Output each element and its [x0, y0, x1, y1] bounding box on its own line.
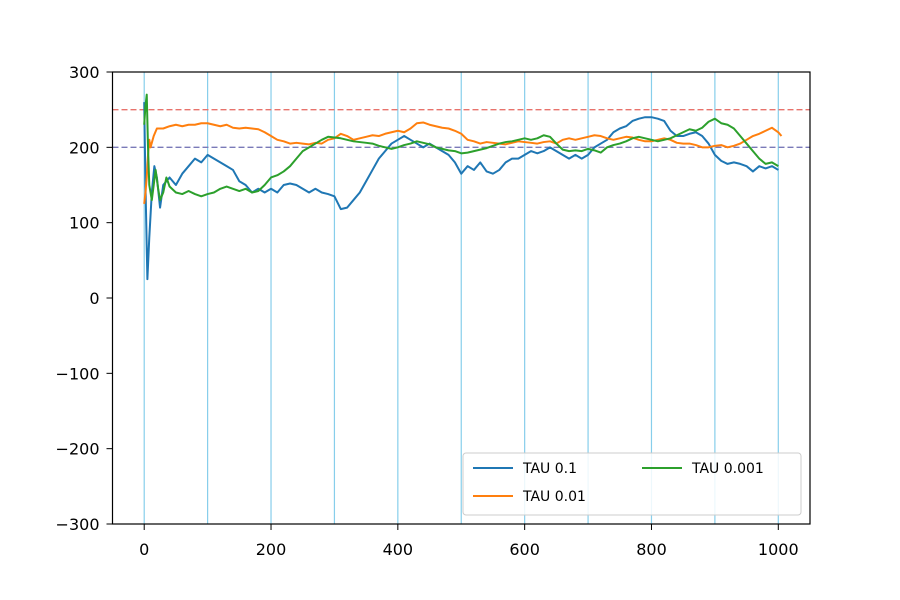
legend-box — [462, 452, 802, 516]
series-line-2 — [143, 121, 783, 204]
x-tick-label: 1000 — [758, 540, 799, 559]
series-layer — [143, 93, 783, 281]
y-tick-label: 100 — [69, 214, 100, 233]
y-tick-label: 200 — [69, 138, 100, 157]
y-tick-label: −100 — [56, 364, 100, 383]
x-axis: 0 200 400 600 800 1000 — [139, 524, 799, 559]
legend-label: TAU 0.001 — [691, 461, 764, 477]
x-tick-label: 0 — [139, 540, 149, 559]
x-tick-label: 600 — [509, 540, 540, 559]
x-tick-label: 800 — [636, 540, 667, 559]
y-tick-label: −200 — [56, 440, 100, 459]
reference-lines — [112, 109, 810, 148]
series-line-1 — [143, 102, 779, 281]
y-tick-label: 300 — [69, 63, 100, 82]
x-tick-label: 200 — [256, 540, 287, 559]
y-tick-label: 0 — [89, 289, 99, 308]
series-line-3 — [143, 93, 779, 202]
legend-label: TAU 0.01 — [522, 489, 586, 505]
x-tick-label: 400 — [383, 540, 414, 559]
legend-label: TAU 0.1 — [522, 461, 577, 477]
y-axis: −300 −200 −100 0 100 200 300 — [56, 63, 113, 534]
y-tick-label: −300 — [56, 515, 100, 534]
legend: TAU 0.1 TAU 0.01 TAU 0.001 — [462, 452, 802, 516]
